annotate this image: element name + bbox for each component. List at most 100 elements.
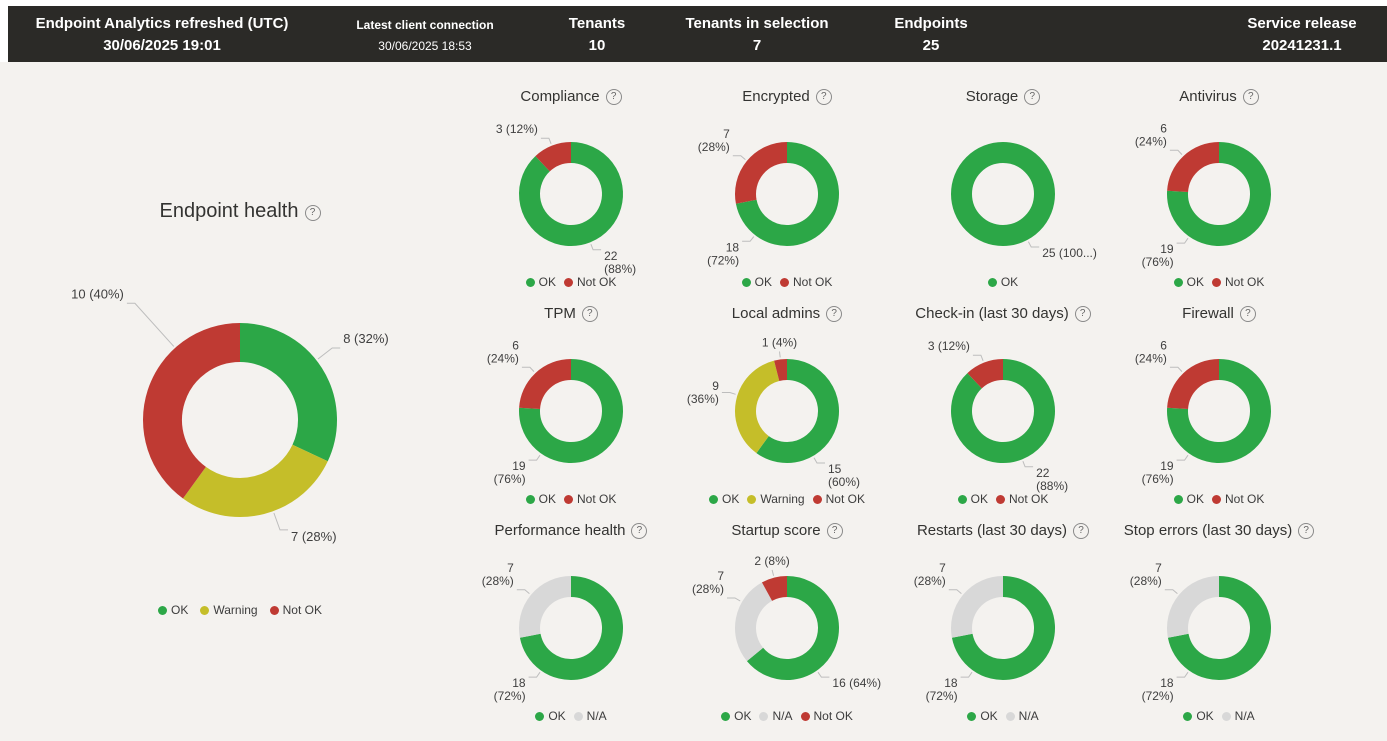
help-icon[interactable]: ? bbox=[1024, 89, 1041, 105]
slice-endpoint-health-not-ok[interactable] bbox=[143, 323, 241, 499]
slice-stop-errors-n-a[interactable] bbox=[1167, 576, 1220, 638]
help-icon[interactable]: ? bbox=[815, 89, 832, 105]
help-icon[interactable]: ? bbox=[826, 306, 843, 322]
help-icon[interactable]: ? bbox=[605, 89, 622, 105]
legend-startup-score-n-a[interactable]: N/A bbox=[759, 709, 793, 723]
slice-tpm-ok[interactable] bbox=[519, 359, 623, 463]
legend-endpoint-health-ok[interactable]: OK bbox=[158, 603, 188, 617]
legend-endpoint-health-not-ok[interactable]: Not OK bbox=[269, 603, 322, 617]
slice-check-in-not-ok[interactable] bbox=[967, 359, 1004, 389]
legend-dot-icon bbox=[573, 711, 583, 721]
legend-dot-icon bbox=[200, 605, 210, 615]
callout-line bbox=[1027, 241, 1040, 248]
legend-dot-icon bbox=[759, 711, 769, 721]
legend-label: OK bbox=[754, 275, 772, 289]
callout-line bbox=[528, 454, 541, 461]
legend-stop-errors-n-a[interactable]: N/A bbox=[1221, 709, 1255, 723]
callout-local-admins-not-ok: 1 (4%) bbox=[762, 336, 797, 350]
help-icon[interactable]: ? bbox=[631, 523, 648, 539]
legend-local-admins-ok[interactable]: OK bbox=[709, 492, 739, 506]
legend-performance-health-ok[interactable]: OK bbox=[535, 709, 566, 723]
slice-local-admins-not-ok[interactable] bbox=[774, 358, 788, 382]
slice-local-admins-warning[interactable] bbox=[735, 360, 780, 454]
help-icon[interactable]: ? bbox=[1298, 523, 1315, 539]
legend-encrypted-not-ok[interactable]: Not OK bbox=[779, 275, 832, 289]
startup-score-legend: OK N/A Not OK bbox=[679, 709, 895, 723]
legend-restarts-ok[interactable]: OK bbox=[967, 709, 998, 723]
small-multiples-grid: Compliance? 22 (88%) 3 (12%) OK Not OK Encrypt… bbox=[463, 62, 1327, 741]
legend-compliance-ok[interactable]: OK bbox=[525, 275, 556, 289]
legend-antivirus-not-ok[interactable]: Not OK bbox=[1211, 275, 1264, 289]
slice-endpoint-health-ok[interactable] bbox=[239, 323, 337, 462]
chart-title-antivirus: Antivirus? bbox=[1111, 88, 1327, 105]
help-icon[interactable]: ? bbox=[1073, 523, 1090, 539]
slice-endpoint-health-warning[interactable] bbox=[183, 443, 328, 517]
legend-performance-health-n-a[interactable]: N/A bbox=[573, 709, 607, 723]
callout-line bbox=[317, 347, 341, 360]
callout-compliance-ok: 22 (88%) bbox=[604, 249, 636, 276]
slice-tpm-not-ok[interactable] bbox=[519, 359, 572, 410]
slice-local-admins-ok[interactable] bbox=[756, 359, 839, 463]
chart-stop-errors: Stop errors (last 30 days)? 18 (72%) 7 (28%)… bbox=[1111, 496, 1327, 736]
help-icon[interactable]: ? bbox=[826, 523, 843, 539]
legend-check-in-ok[interactable]: OK bbox=[957, 492, 988, 506]
legend-stop-errors-ok[interactable]: OK bbox=[1183, 709, 1214, 723]
slice-compliance-ok[interactable] bbox=[519, 142, 623, 246]
slice-antivirus-ok[interactable] bbox=[1167, 142, 1271, 246]
legend-firewall-ok[interactable]: OK bbox=[1173, 492, 1204, 506]
legend-check-in-not-ok[interactable]: Not OK bbox=[995, 492, 1048, 506]
slice-storage-ok[interactable] bbox=[951, 142, 1055, 246]
legend-tpm-not-ok[interactable]: Not OK bbox=[563, 492, 616, 506]
slice-startup-score-ok[interactable] bbox=[746, 576, 839, 680]
slice-encrypted-ok[interactable] bbox=[735, 142, 839, 246]
legend-label: OK bbox=[722, 492, 740, 506]
kpi-value: 10 bbox=[588, 37, 606, 54]
kpi-value: 7 bbox=[752, 37, 762, 54]
legend-encrypted-ok[interactable]: OK bbox=[741, 275, 772, 289]
slice-compliance-not-ok[interactable] bbox=[535, 142, 572, 172]
legend-label: Not OK bbox=[1224, 492, 1265, 506]
help-icon[interactable]: ? bbox=[304, 205, 321, 221]
callout-line bbox=[732, 155, 746, 160]
legend-storage-ok[interactable]: OK bbox=[987, 275, 1018, 289]
legend-firewall-not-ok[interactable]: Not OK bbox=[1211, 492, 1265, 506]
help-icon[interactable]: ? bbox=[581, 306, 598, 322]
slice-encrypted-not-ok[interactable] bbox=[735, 142, 788, 204]
callout-line bbox=[972, 354, 984, 361]
chart-title-text: Endpoint health bbox=[159, 200, 299, 222]
slice-performance-health-n-a[interactable] bbox=[519, 576, 572, 638]
chart-title-text: Firewall bbox=[1182, 305, 1234, 322]
legend-endpoint-health-warning[interactable]: Warning bbox=[200, 603, 258, 617]
legend-tpm-ok[interactable]: OK bbox=[525, 492, 556, 506]
chart-title-text: Compliance bbox=[520, 88, 600, 105]
legend-local-admins-warning[interactable]: Warning bbox=[747, 492, 805, 506]
chart-title-text: Check-in (last 30 days) bbox=[915, 305, 1069, 322]
legend-compliance-not-ok[interactable]: Not OK bbox=[563, 275, 616, 289]
slice-check-in-ok[interactable] bbox=[951, 359, 1055, 463]
chart-title-local-admins: Local admins? bbox=[679, 305, 895, 322]
slice-restarts-n-a[interactable] bbox=[951, 576, 1004, 638]
legend-antivirus-ok[interactable]: OK bbox=[1173, 275, 1204, 289]
slice-stop-errors-ok[interactable] bbox=[1167, 576, 1271, 680]
kpi-label: Tenants in selection bbox=[685, 15, 829, 32]
kpi-label: Endpoint Analytics refreshed (UTC) bbox=[35, 15, 289, 32]
antivirus-donut: 19 (76%) 6 (24%) bbox=[1135, 121, 1271, 269]
slice-startup-score-not-ok[interactable] bbox=[761, 576, 788, 602]
legend-local-admins-not-ok[interactable]: Not OK bbox=[812, 492, 865, 506]
slice-antivirus-not-ok[interactable] bbox=[1167, 142, 1220, 193]
legend-label: OK bbox=[980, 709, 998, 723]
slice-restarts-ok[interactable] bbox=[951, 576, 1055, 680]
slice-startup-score-n-a[interactable] bbox=[735, 582, 773, 662]
legend-startup-score-not-ok[interactable]: Not OK bbox=[800, 709, 853, 723]
slice-firewall-not-ok[interactable] bbox=[1167, 359, 1220, 410]
legend-restarts-n-a[interactable]: N/A bbox=[1005, 709, 1039, 723]
endpoint-health-donut: 8 (32%) 7 (28%) 10 (40%) bbox=[71, 286, 389, 544]
help-icon[interactable]: ? bbox=[1242, 89, 1259, 105]
legend-startup-score-ok[interactable]: OK bbox=[721, 709, 751, 723]
callout-line bbox=[960, 671, 973, 678]
slice-firewall-ok[interactable] bbox=[1167, 359, 1271, 463]
slice-performance-health-ok[interactable] bbox=[519, 576, 623, 680]
help-icon[interactable]: ? bbox=[1074, 306, 1091, 322]
callout-antivirus-not-ok: 6 (24%) bbox=[1135, 121, 1167, 148]
help-icon[interactable]: ? bbox=[1239, 306, 1256, 322]
